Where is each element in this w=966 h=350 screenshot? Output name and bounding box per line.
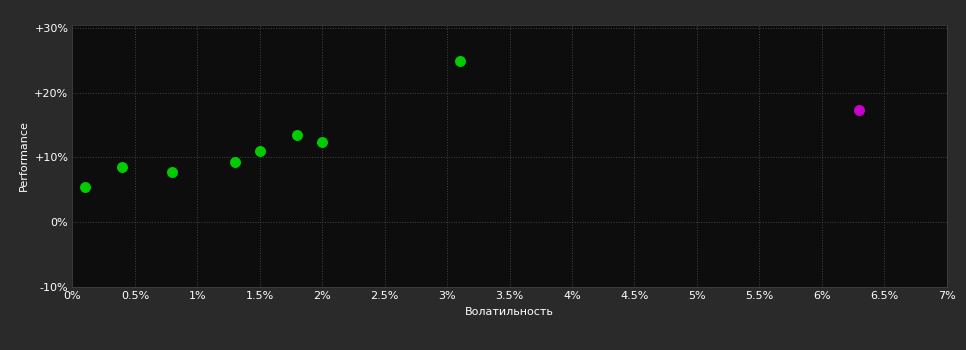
Point xyxy=(315,140,330,145)
Point xyxy=(852,107,867,113)
Point xyxy=(77,184,93,189)
Point xyxy=(452,59,468,64)
Point xyxy=(227,159,242,165)
Point xyxy=(252,148,268,154)
Point xyxy=(115,164,130,170)
Point xyxy=(164,169,180,174)
Point xyxy=(290,132,305,138)
X-axis label: Волатильность: Волатильность xyxy=(465,307,554,317)
Y-axis label: Performance: Performance xyxy=(18,120,29,191)
